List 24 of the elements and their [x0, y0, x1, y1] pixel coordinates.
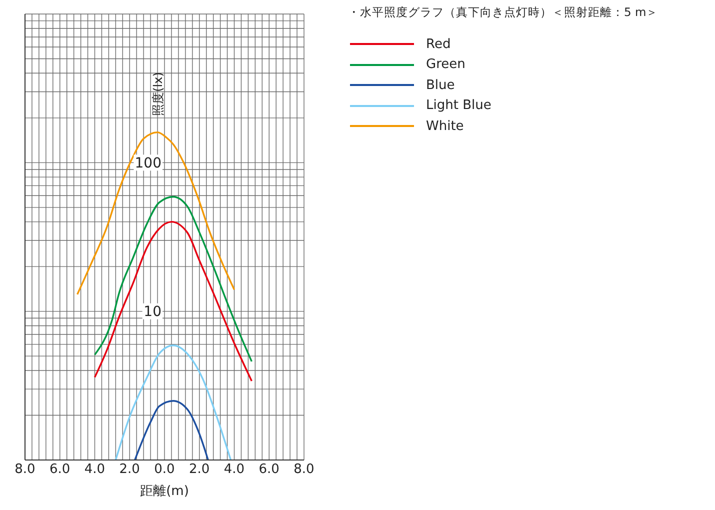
- legend-label: Red: [426, 36, 451, 52]
- y-tick-label: 10: [144, 304, 162, 320]
- legend-label: Light Blue: [426, 98, 492, 114]
- line-series: [94, 220, 253, 382]
- x-axis-title: 距離(m): [140, 484, 189, 499]
- y-axis-title: 照度(lx): [151, 72, 165, 116]
- line-series: [134, 400, 209, 460]
- y-tick-label: 100: [134, 156, 162, 172]
- x-tick-label: 6.0: [258, 462, 280, 478]
- x-tick-label: 2.0: [119, 462, 140, 478]
- legend-label: Green: [426, 57, 466, 72]
- legend-label: Blue: [426, 78, 455, 93]
- line-series: [114, 344, 232, 460]
- x-tick-label: 8.0: [14, 462, 36, 478]
- x-tick-label: 0.0: [154, 462, 175, 478]
- x-tick-label: 8.0: [294, 462, 314, 478]
- x-tick-label: 4.0: [84, 462, 106, 478]
- x-tick-label: 4.0: [224, 462, 245, 478]
- line-series: [76, 131, 236, 296]
- line-series: [94, 196, 253, 362]
- legend-label: White: [426, 118, 464, 134]
- x-tick-label: 6.0: [50, 462, 70, 478]
- x-tick-label: 2.0: [189, 462, 210, 478]
- text: ・水平照度グラフ（真下向き点灯時）＜照射距離：5 m＞: [348, 5, 658, 20]
